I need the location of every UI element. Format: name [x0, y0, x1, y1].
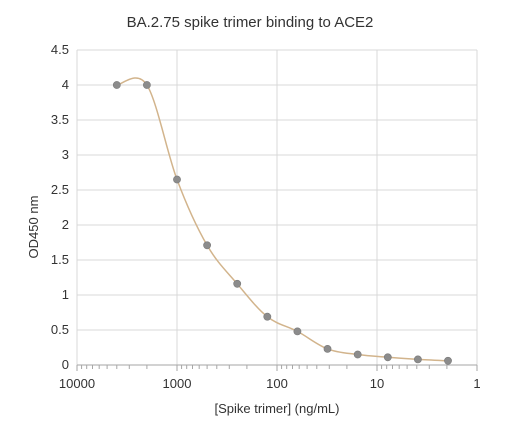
grid [76, 49, 478, 365]
data-point [293, 327, 302, 336]
x-tick-label: 100 [266, 376, 288, 391]
x-tick-label: 1 [473, 376, 480, 391]
y-tick-label: 3.5 [51, 112, 69, 127]
y-tick-label: 0.5 [51, 322, 69, 337]
y-tick-label: 2 [62, 217, 69, 232]
data-point [323, 344, 332, 353]
chart-title: BA.2.75 spike trimer binding to ACE2 [127, 14, 374, 31]
x-tick-labels: 10000 1000 100 10 1 [59, 376, 481, 391]
y-tick-label: 2.5 [51, 182, 69, 197]
y-tick-labels: 0 0.5 1 1.5 2 2.5 3 3.5 4 4.5 [51, 42, 69, 372]
y-tick-label: 0 [62, 357, 69, 372]
data-point [173, 175, 181, 184]
y-tick-label: 4.5 [51, 42, 69, 57]
data-point [233, 279, 242, 288]
y-tick-label: 1.5 [51, 252, 69, 267]
data-point [142, 81, 151, 89]
x-tick-label: 1000 [163, 376, 192, 391]
data-point [444, 356, 452, 365]
y-tick-label: 1 [62, 287, 69, 302]
axes [76, 364, 478, 371]
data-points [112, 81, 452, 365]
data-point [203, 241, 212, 250]
y-tick-label: 3 [62, 147, 69, 162]
x-tick-label: 10 [370, 376, 384, 391]
data-point [383, 353, 392, 362]
y-axis-label: OD450 nm [26, 196, 41, 259]
x-tick-label: 10000 [59, 376, 95, 391]
data-point [353, 350, 362, 359]
data-point [263, 312, 272, 321]
x-axis-label: [Spike trimer] (ng/mL) [215, 401, 340, 416]
data-point [413, 355, 422, 364]
y-tick-label: 4 [62, 77, 69, 92]
data-point [112, 81, 121, 89]
